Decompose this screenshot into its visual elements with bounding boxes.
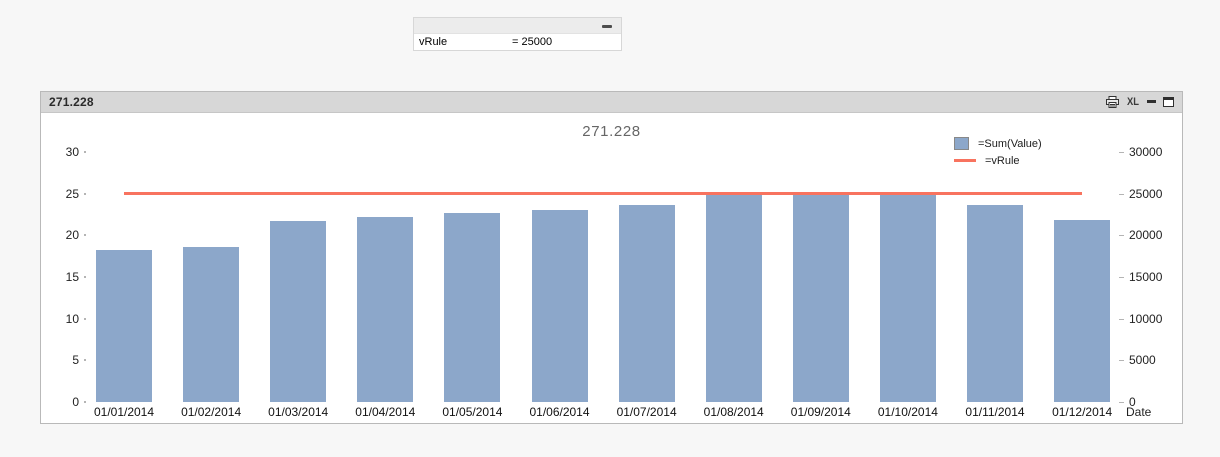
bar[interactable] bbox=[270, 221, 327, 402]
y-axis-label-right: 15000 bbox=[1129, 270, 1163, 284]
bar[interactable] bbox=[183, 247, 240, 402]
bar[interactable] bbox=[96, 249, 152, 402]
y-axis-label-right: 10000 bbox=[1129, 311, 1163, 326]
tick-mark-right bbox=[1119, 193, 1124, 195]
x-axis-label: 01/08/2014 bbox=[703, 405, 764, 419]
variable-name-label: vRule bbox=[419, 36, 448, 48]
printer-icon[interactable] bbox=[1105, 96, 1119, 108]
chart-caption-title: 271.228 bbox=[49, 95, 94, 109]
legend: =Sum(Value) =vRule bbox=[954, 135, 1042, 169]
reference-line bbox=[124, 192, 1083, 196]
y-axis-label-right: 5000 bbox=[1129, 353, 1156, 368]
chart-window: 271.228 XL 271.228 =Sum(Value) bbox=[40, 91, 1183, 424]
tick-mark-right bbox=[1119, 318, 1124, 320]
bar[interactable] bbox=[618, 204, 675, 402]
tick-mark-right bbox=[1119, 360, 1124, 362]
bar[interactable] bbox=[1054, 219, 1111, 402]
x-axis-title: Date bbox=[1126, 405, 1152, 419]
excel-export-button[interactable]: XL bbox=[1126, 96, 1139, 108]
legend-label-line: =vRule bbox=[985, 154, 1020, 167]
x-axis-label: 01/02/2014 bbox=[181, 405, 242, 419]
caption-icons: XL bbox=[1105, 96, 1174, 108]
y-axis-label-left: 0 bbox=[72, 395, 79, 409]
legend-swatch-bar bbox=[954, 137, 969, 150]
tick-mark-left bbox=[84, 192, 86, 195]
y-axis-label-left: 10 bbox=[65, 311, 79, 326]
y-axis-label-left: 25 bbox=[65, 186, 79, 201]
tick-mark-right bbox=[1119, 152, 1124, 153]
tick-mark-right bbox=[1119, 277, 1124, 278]
bar[interactable] bbox=[792, 192, 849, 402]
tick-mark-left bbox=[84, 401, 86, 403]
y-axis-label-left: 20 bbox=[65, 228, 79, 243]
y-axis-label-right: 25000 bbox=[1129, 186, 1163, 201]
legend-item-line: =vRule bbox=[954, 152, 1042, 169]
tick-mark-left bbox=[84, 151, 86, 153]
chart-plot-area: 271.228 =Sum(Value) =vRule 0 5 10 15 20 25 30 0… bbox=[41, 113, 1182, 423]
legend-line-swatch bbox=[954, 159, 976, 162]
minimize-icon[interactable] bbox=[602, 25, 612, 28]
y-axis-label-right: 20000 bbox=[1129, 228, 1163, 243]
minimize-icon[interactable] bbox=[1147, 100, 1156, 104]
y-axis-label-right: 30000 bbox=[1129, 145, 1163, 159]
x-axis-label: 01/05/2014 bbox=[442, 405, 503, 419]
x-axis-label: 01/10/2014 bbox=[877, 405, 938, 419]
legend-item-bar: =Sum(Value) bbox=[954, 135, 1042, 152]
variable-value-field[interactable]: = 25000 bbox=[512, 36, 553, 48]
bar[interactable] bbox=[879, 192, 936, 402]
bar[interactable] bbox=[357, 217, 414, 402]
bar[interactable] bbox=[531, 209, 588, 402]
y-axis-label-left: 15 bbox=[65, 270, 79, 284]
legend-label-bar: =Sum(Value) bbox=[978, 137, 1042, 150]
tick-mark-left bbox=[84, 234, 86, 237]
x-axis-label: 01/07/2014 bbox=[616, 405, 677, 419]
y-axis-label-right: 0 bbox=[1129, 395, 1136, 409]
input-box-window: vRule = 25000 bbox=[413, 17, 622, 51]
tick-mark-right bbox=[1119, 235, 1124, 237]
x-axis-label: 01/09/2014 bbox=[790, 405, 851, 419]
y-axis-label-left: 5 bbox=[72, 353, 79, 368]
x-axis-label: 01/11/2014 bbox=[965, 405, 1025, 419]
y-axis-label-left: 30 bbox=[65, 145, 79, 159]
x-axis-label: 01/01/2014 bbox=[93, 405, 155, 419]
x-axis-label: 01/12/2014 bbox=[1052, 405, 1113, 419]
maximize-icon[interactable] bbox=[1163, 97, 1174, 107]
bar[interactable] bbox=[705, 192, 762, 402]
tick-mark-left bbox=[84, 276, 86, 278]
tick-mark-left bbox=[84, 317, 86, 320]
x-axis-label: 01/04/2014 bbox=[355, 405, 416, 419]
x-axis-label: 01/03/2014 bbox=[268, 405, 329, 419]
chart-title: 271.228 bbox=[582, 123, 641, 140]
x-axis-label: 01/06/2014 bbox=[529, 405, 590, 419]
tick-mark-left bbox=[84, 359, 86, 362]
input-box-caption-bar[interactable] bbox=[414, 18, 621, 34]
bar[interactable] bbox=[444, 212, 501, 402]
chart-caption-bar[interactable]: 271.228 XL bbox=[41, 92, 1182, 113]
variable-row: vRule = 25000 bbox=[414, 34, 621, 50]
bar[interactable] bbox=[967, 204, 1023, 402]
tick-mark-right bbox=[1119, 402, 1124, 403]
